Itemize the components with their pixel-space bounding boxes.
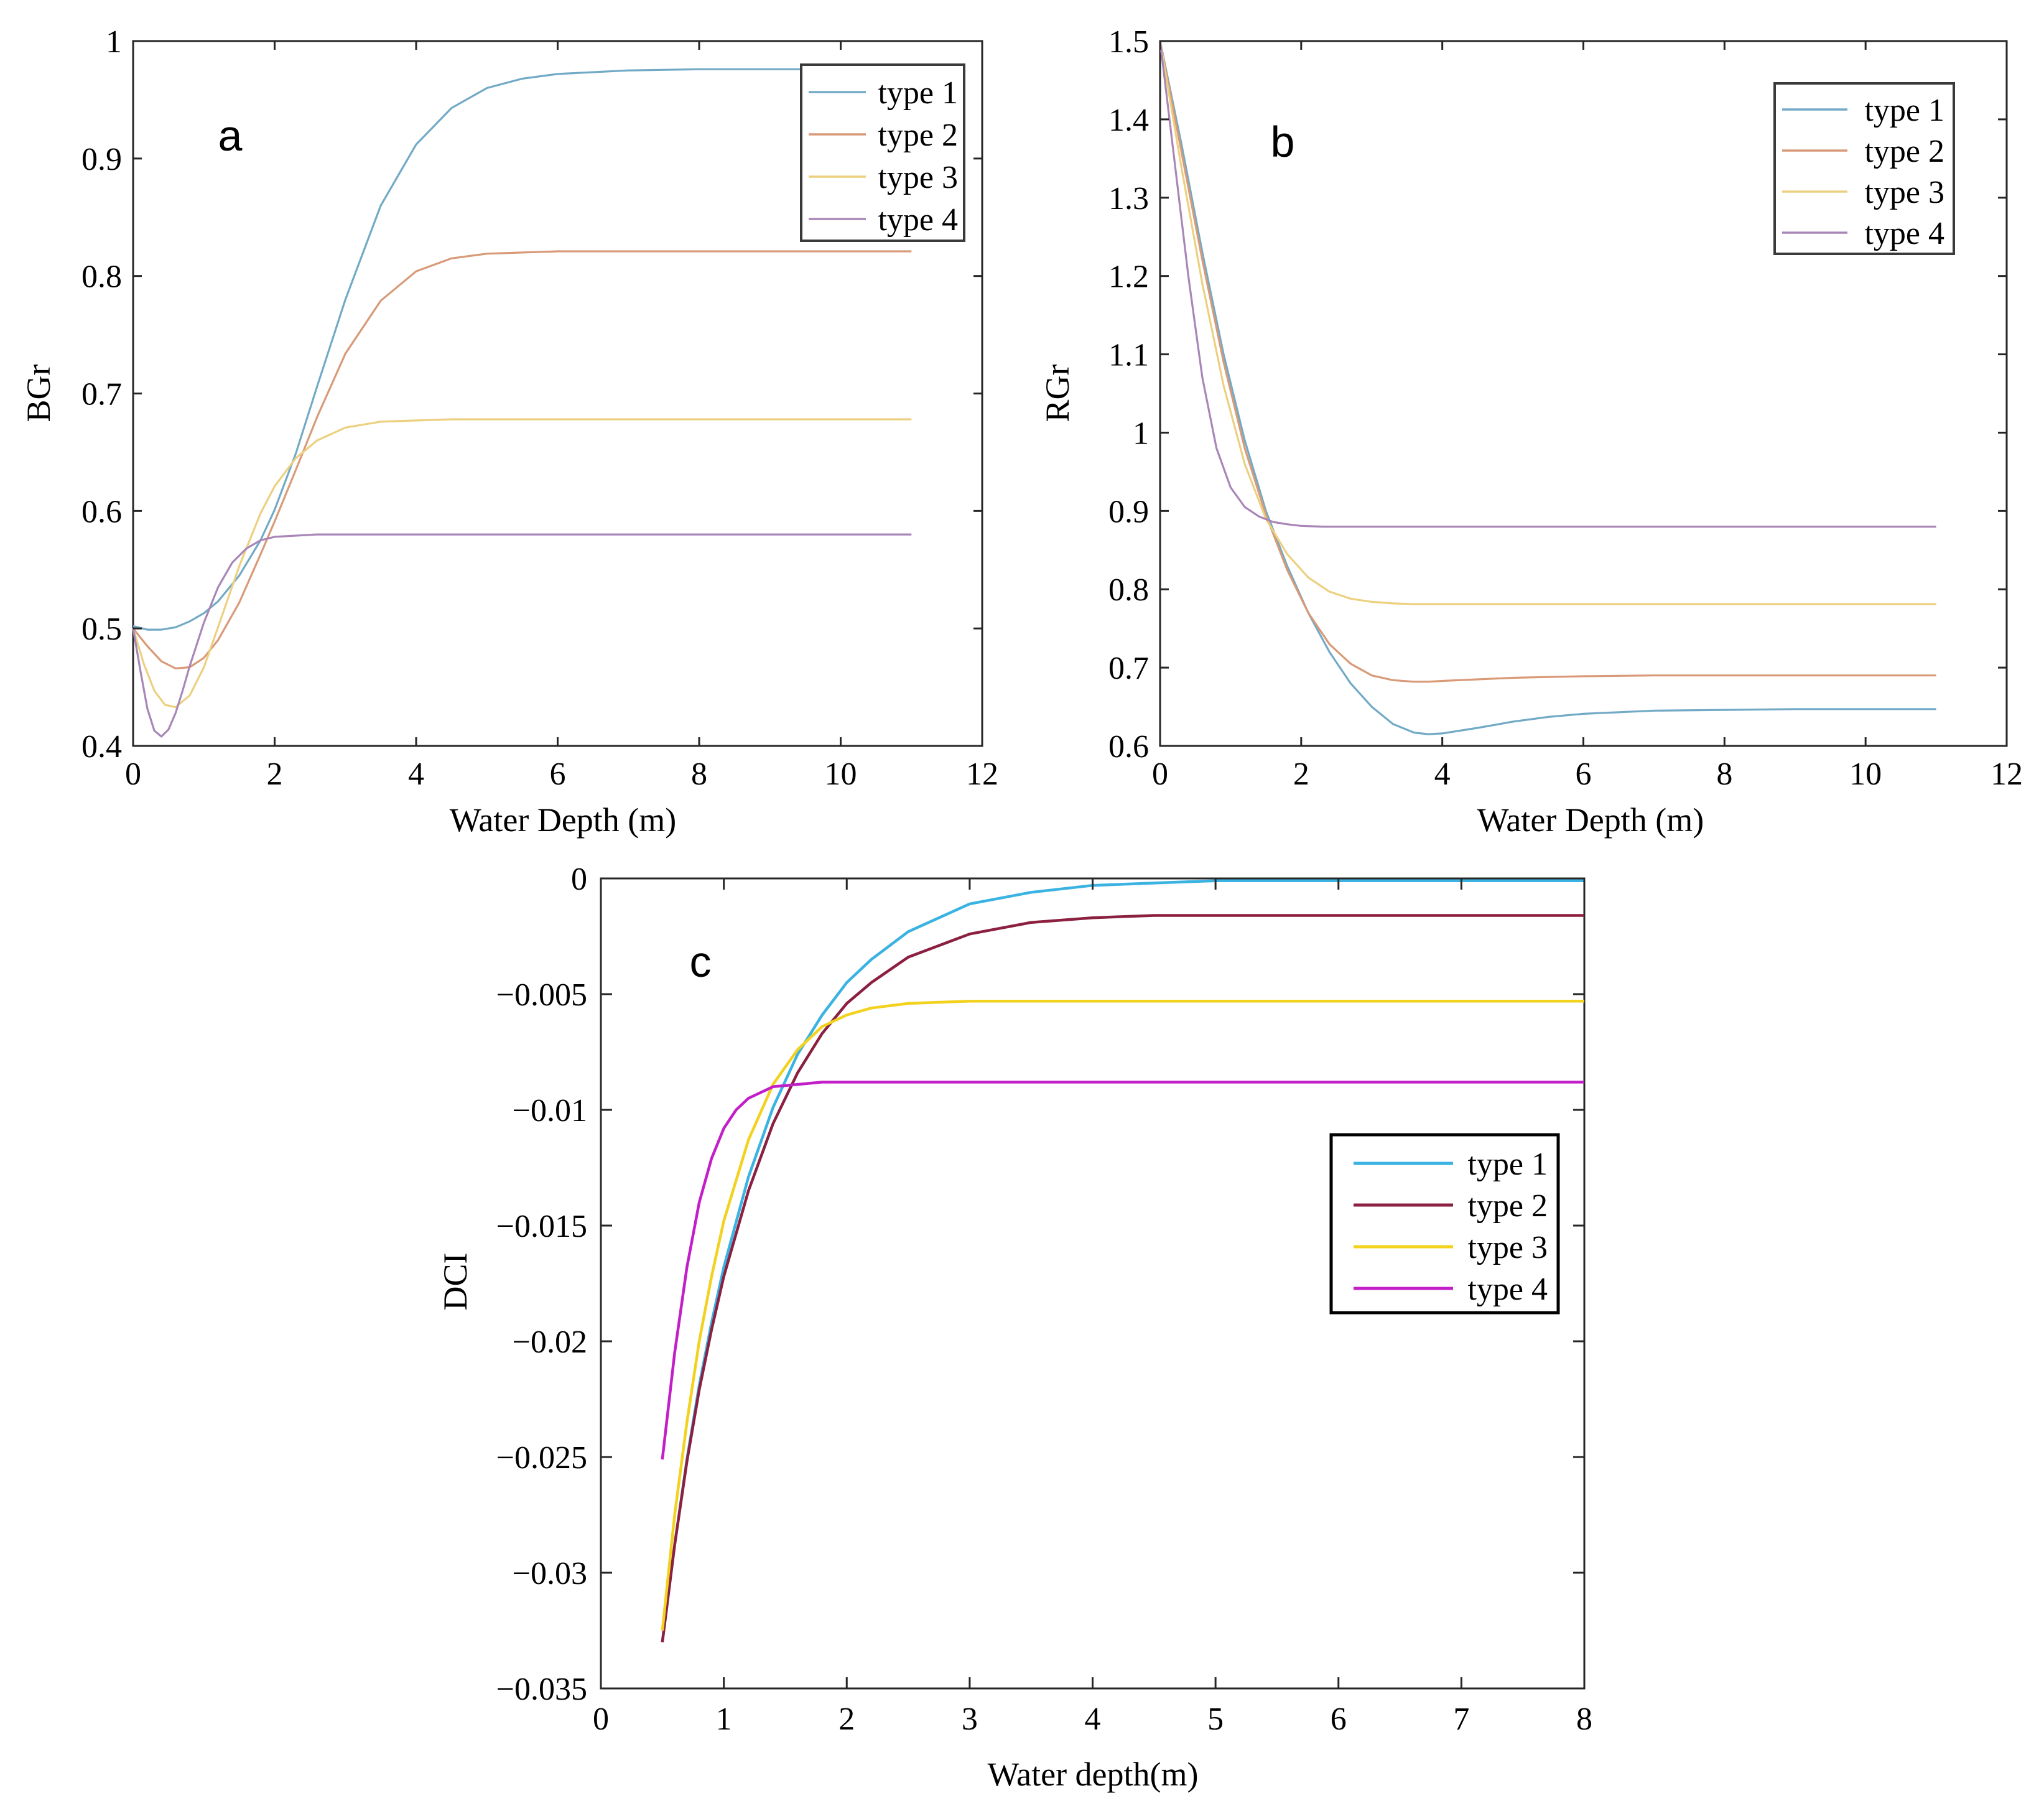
legend-box-a [800, 63, 965, 242]
x-tick-label-a: 2 [267, 757, 283, 792]
x-tick-label-b: 10 [1849, 757, 1882, 792]
series-line-a-1 [132, 68, 912, 631]
x-tick-label-c: 3 [962, 1702, 978, 1737]
series-line-c-3 [661, 999, 1584, 1631]
y-tick-label-c: −0.035 [496, 1672, 587, 1707]
chart-panel-c: 0 1 2 3 4 5 6 7 8 −0.035 −0.03 −0.025 −0.02 −0.015 −0.… [437, 862, 1592, 1793]
x-tick-label-b: 2 [1293, 757, 1309, 792]
x-tick-label-b: 4 [1434, 757, 1451, 792]
y-tick-label-b: 0.9 [1108, 494, 1149, 529]
y-tick-label-c: 0 [571, 862, 587, 897]
y-axis-label-b: RGr [1039, 364, 1076, 422]
y-tick-label-b: 0.6 [1108, 729, 1149, 765]
legend-label-a-2: type 2 [878, 118, 958, 153]
x-tick-label-b: 6 [1576, 757, 1592, 792]
legend-box-b [1773, 82, 1955, 255]
y-tick-label-a: 0.9 [81, 142, 122, 177]
x-tick-label-a: 0 [125, 757, 141, 792]
legend-label-c-2: type 2 [1467, 1188, 1548, 1224]
y-tick-label-a: 0.6 [81, 494, 122, 529]
series-line-c-2 [661, 914, 1584, 1642]
y-tick-label-c: −0.015 [496, 1209, 587, 1244]
legend-label-b-4: type 4 [1864, 216, 1944, 251]
x-tick-label-a: 6 [550, 757, 566, 792]
series-line-a-4 [132, 533, 912, 738]
x-tick-label-c: 6 [1331, 1702, 1347, 1737]
x-tick-label-b: 12 [1991, 757, 2023, 792]
y-tick-label-c: −0.03 [513, 1556, 587, 1591]
legend-c: type 1 type 2 type 3 type 4 [1329, 1133, 1560, 1315]
y-tick-label-c: −0.005 [496, 977, 587, 1013]
x-axis-label-c: Water depth(m) [987, 1756, 1198, 1793]
legend-label-c-1: type 1 [1467, 1147, 1548, 1182]
x-tick-label-a: 12 [966, 757, 998, 792]
legend-label-b-2: type 2 [1864, 134, 1944, 169]
x-tick-label-c: 0 [593, 1702, 609, 1737]
x-tick-label-c: 5 [1207, 1702, 1224, 1737]
y-tick-label-b: 1.2 [1108, 259, 1149, 295]
y-tick-label-b: 1.5 [1108, 24, 1149, 60]
x-tick-label-b: 8 [1716, 757, 1732, 792]
y-tick-label-b: 1 [1133, 416, 1149, 451]
legend-label-c-4: type 4 [1467, 1272, 1548, 1307]
y-axis-label-c: DCI [437, 1253, 474, 1311]
x-tick-label-c: 7 [1453, 1702, 1469, 1737]
panel-letter-c: c [690, 938, 712, 986]
x-axis-label-a: Water Depth (m) [450, 801, 677, 839]
x-tick-label-a: 8 [691, 757, 707, 792]
legend-label-a-3: type 3 [878, 160, 958, 195]
y-tick-label-b: 0.8 [1108, 572, 1149, 608]
x-tick-label-c: 8 [1576, 1702, 1592, 1737]
x-axis-label-b: Water Depth (m) [1477, 801, 1704, 839]
chart-panel-a: 0 2 4 6 8 10 12 0.4 0.5 0.6 0.7 0.8 0.9 1 Water Depth … [20, 24, 998, 839]
y-tick-label-a: 1 [106, 24, 122, 60]
y-tick-label-c: −0.02 [513, 1324, 587, 1360]
legend-label-c-3: type 3 [1467, 1230, 1548, 1265]
x-tick-label-a: 10 [825, 757, 857, 792]
y-tick-label-a: 0.7 [81, 377, 122, 412]
series-line-a-3 [132, 418, 912, 709]
x-tick-label-a: 4 [408, 757, 424, 792]
series-line-b-1 [1159, 40, 1936, 735]
panel-letter-a: a [218, 111, 243, 160]
y-tick-label-b: 1.1 [1108, 338, 1149, 373]
x-tick-label-c: 2 [839, 1702, 855, 1737]
chart-panel-b: 0 2 4 6 8 10 12 0.6 0.7 0.8 0.9 1 1.1 1.2 1.3 1.4 1.5 Wat… [1039, 24, 2023, 839]
series-line-b-2 [1159, 40, 1936, 683]
y-tick-label-a: 0.8 [81, 259, 122, 295]
legend-b: type 1 type 2 type 3 type 4 [1773, 82, 1955, 255]
legend-label-a-1: type 1 [878, 75, 958, 111]
y-tick-label-a: 0.4 [81, 729, 122, 765]
y-tick-label-b: 0.7 [1108, 651, 1149, 686]
series-line-a-2 [132, 250, 912, 669]
y-tick-label-c: −0.01 [513, 1093, 587, 1129]
x-tick-label-c: 4 [1085, 1702, 1101, 1737]
series-line-b-4 [1159, 40, 1936, 528]
legend-label-a-4: type 4 [878, 202, 958, 238]
y-axis-label-a: BGr [20, 364, 57, 422]
legend-label-b-3: type 3 [1864, 175, 1944, 210]
x-tick-label-b: 0 [1152, 757, 1168, 792]
series-line-b-3 [1159, 40, 1936, 605]
legend-label-b-1: type 1 [1864, 93, 1944, 128]
y-tick-label-c: −0.025 [496, 1440, 587, 1476]
legend-a: type 1 type 2 type 3 type 4 [800, 63, 965, 242]
y-tick-label-b: 1.4 [1108, 103, 1149, 138]
y-tick-label-b: 1.3 [1108, 181, 1149, 216]
panel-letter-b: b [1271, 118, 1295, 166]
x-tick-label-c: 1 [716, 1702, 732, 1737]
y-tick-label-a: 0.5 [81, 612, 122, 647]
series-line-c-4 [661, 1081, 1584, 1460]
